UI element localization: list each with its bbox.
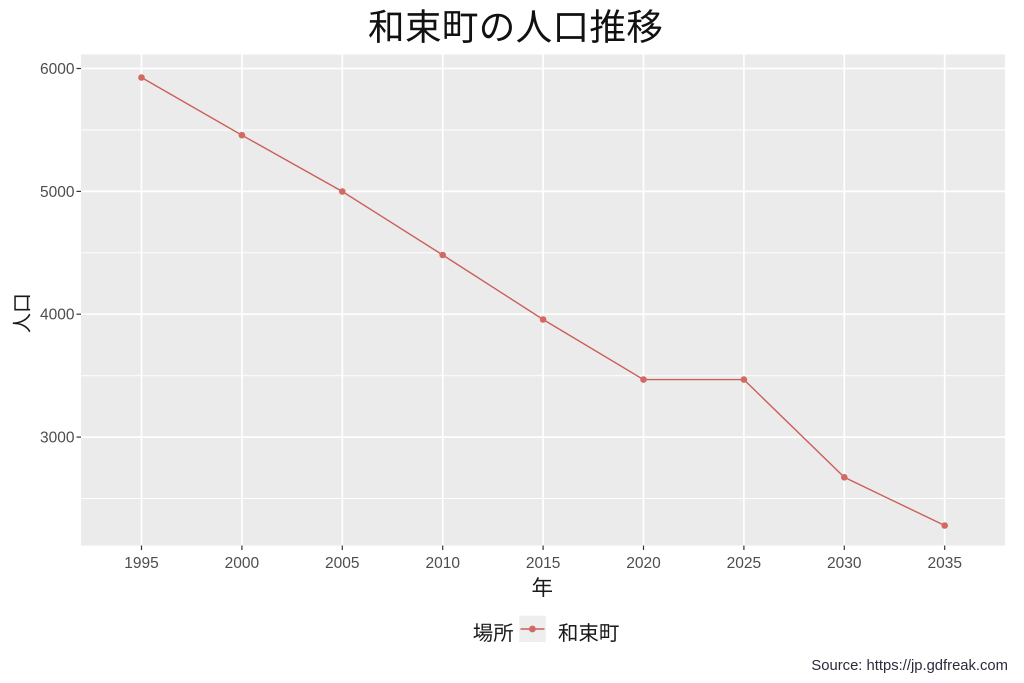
svg-text:2015: 2015	[526, 555, 560, 572]
svg-text:2025: 2025	[727, 555, 761, 572]
svg-text:2035: 2035	[927, 555, 961, 572]
svg-text:6000: 6000	[40, 61, 75, 78]
svg-text:Source: https://jp.gdfreak.com: Source: https://jp.gdfreak.com	[811, 658, 1008, 674]
svg-text:2030: 2030	[827, 555, 862, 572]
svg-text:2020: 2020	[626, 555, 661, 572]
svg-text:5000: 5000	[40, 184, 75, 201]
svg-text:3000: 3000	[40, 430, 75, 447]
svg-text:2010: 2010	[425, 555, 460, 572]
svg-text:1995: 1995	[124, 555, 158, 572]
svg-text:4000: 4000	[40, 307, 75, 324]
svg-text:2000: 2000	[225, 555, 260, 572]
svg-text:2005: 2005	[325, 555, 359, 572]
